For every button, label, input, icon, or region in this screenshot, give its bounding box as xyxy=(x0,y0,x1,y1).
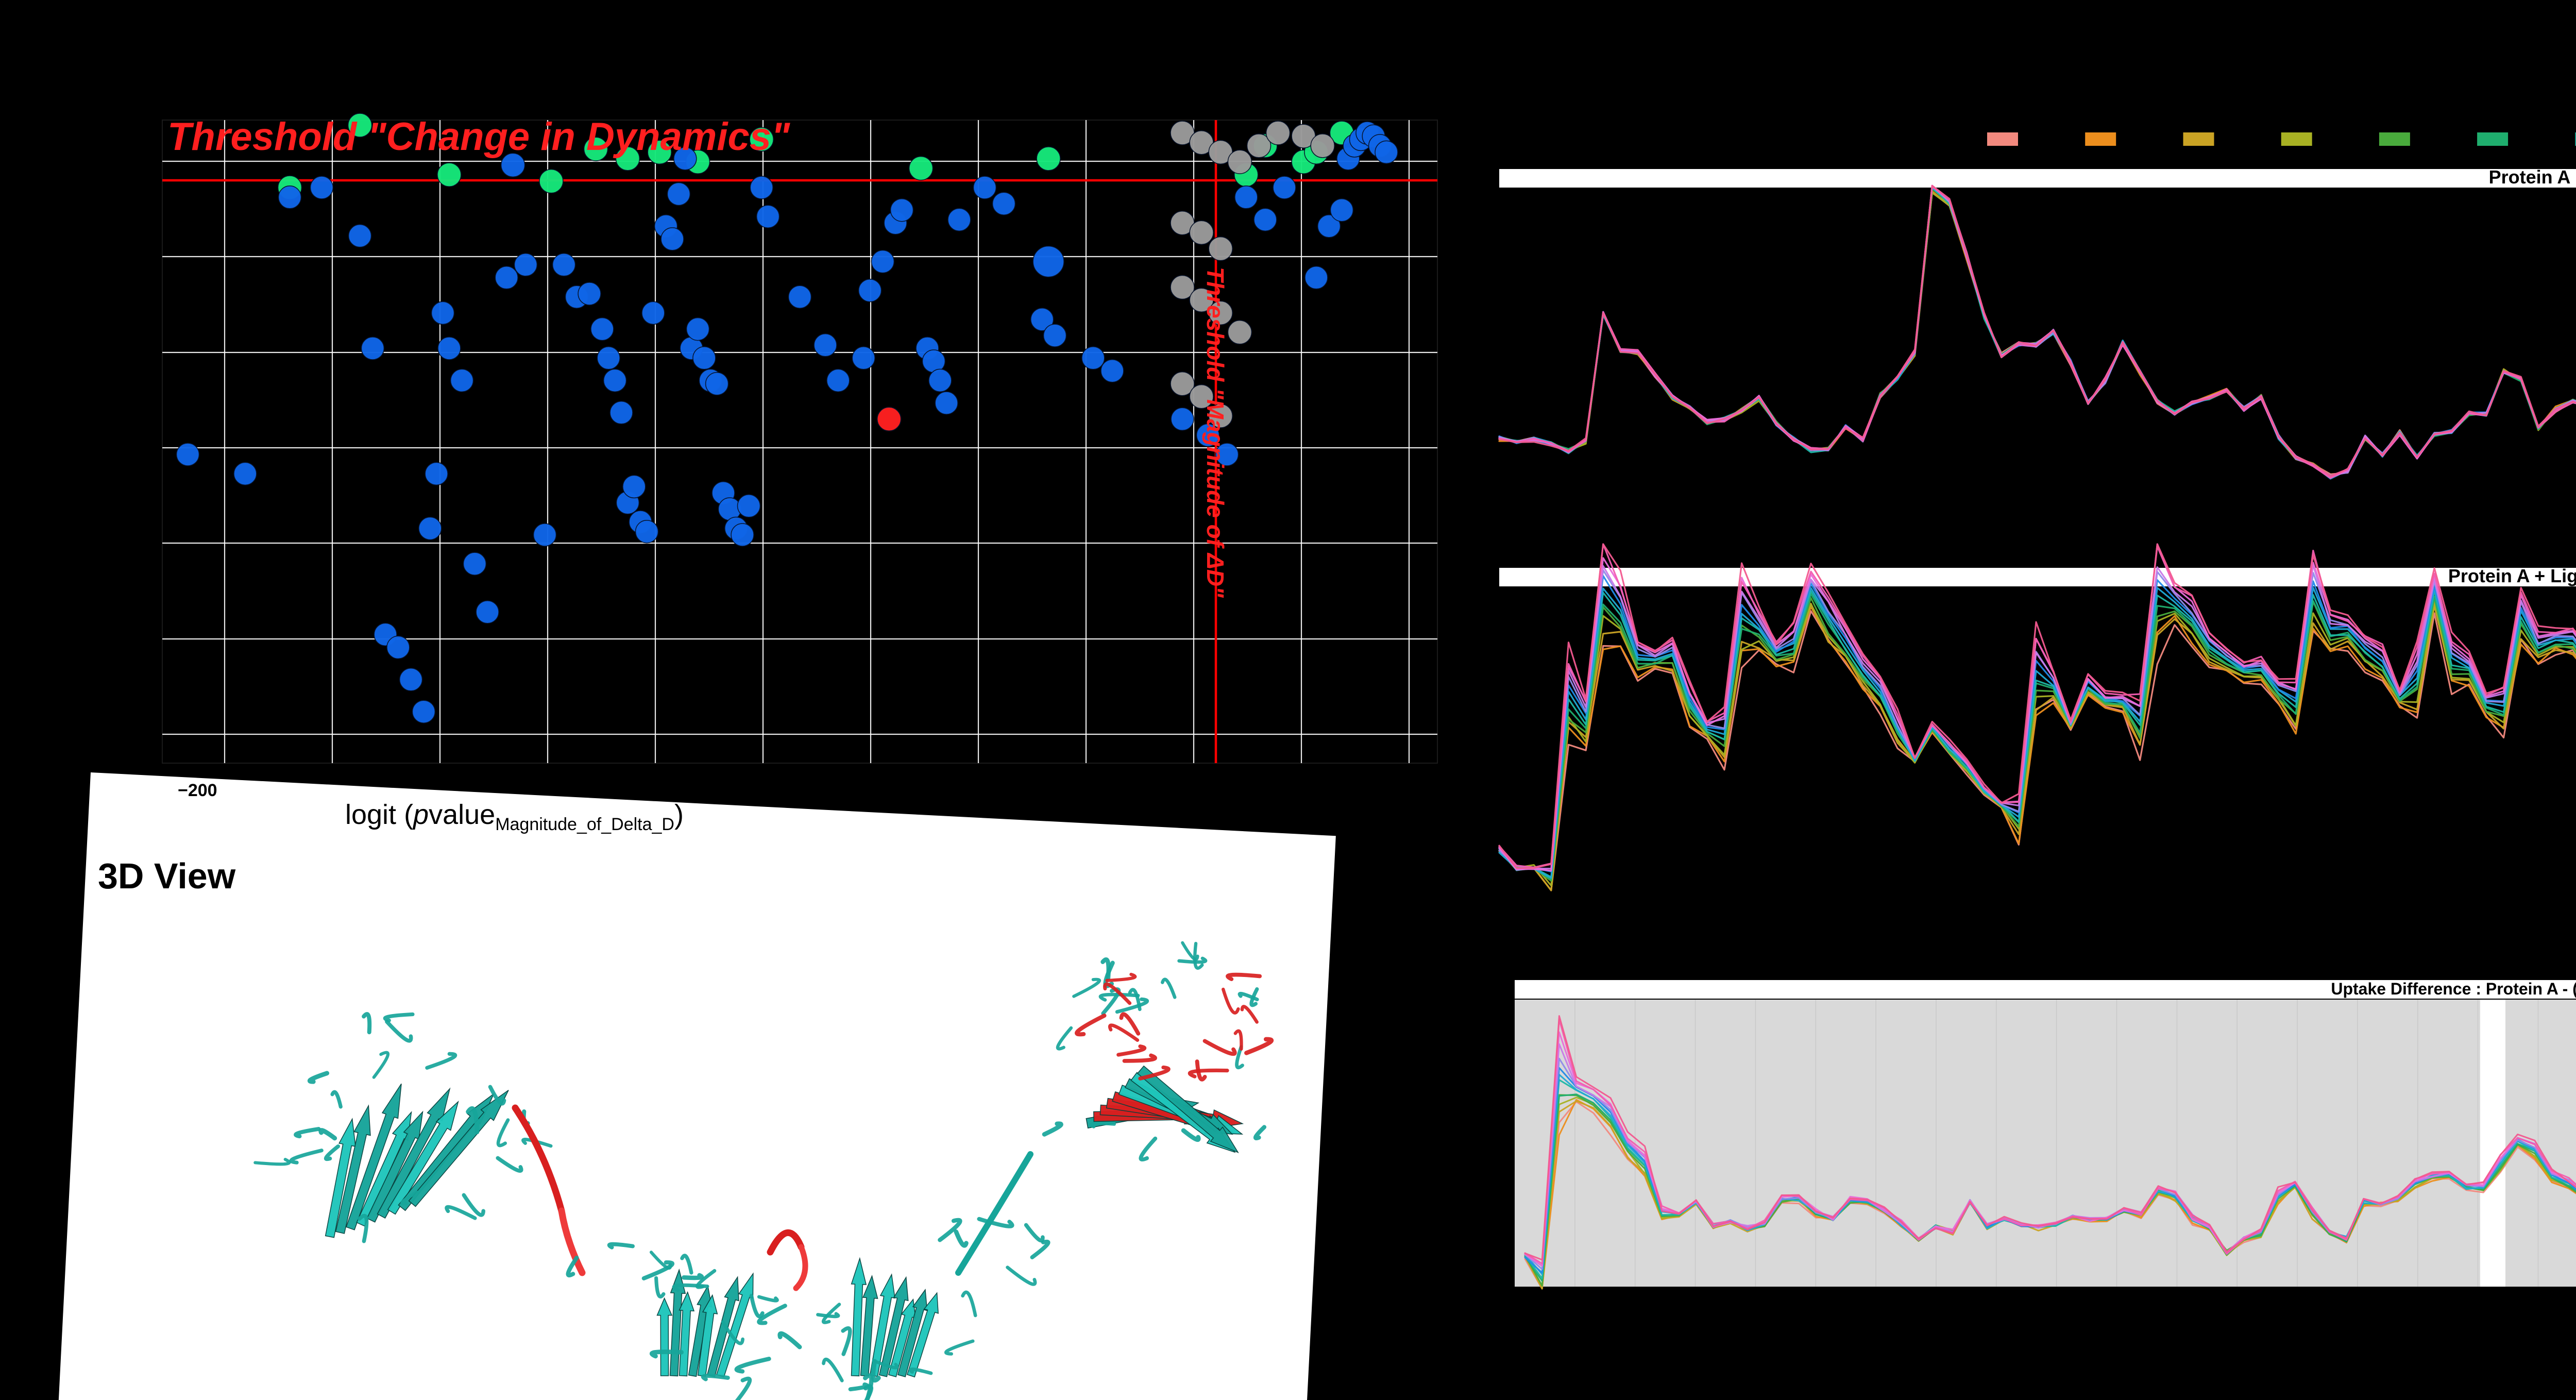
svg-text:Protein A + Ligand: Protein A + Ligand xyxy=(2448,565,2576,586)
svg-text:Protein A: Protein A xyxy=(2489,166,2571,188)
svg-text:Uptake Difference : Protein A: Uptake Difference : Protein A - (Protein… xyxy=(2331,980,2576,998)
